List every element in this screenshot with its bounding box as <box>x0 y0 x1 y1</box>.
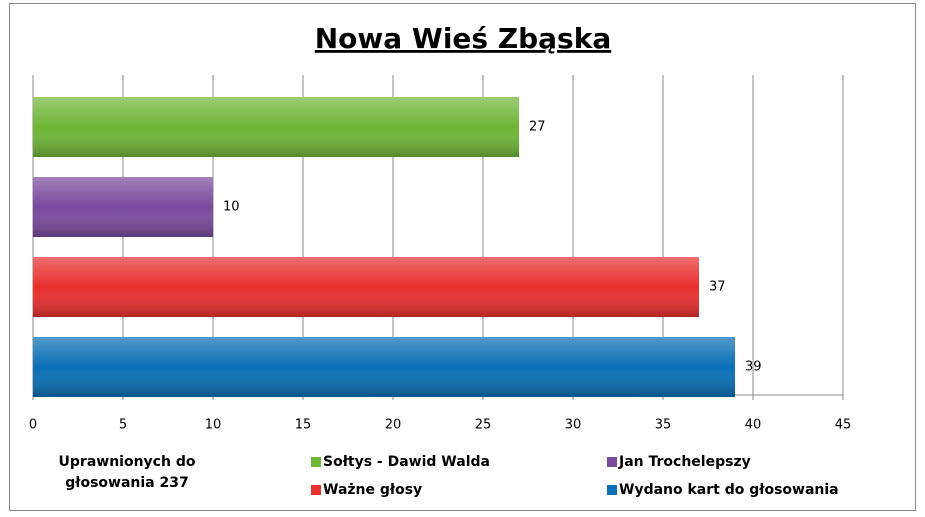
x-tick-label: 5 <box>119 418 127 433</box>
data-label: 27 <box>529 120 546 135</box>
x-tick-label: 30 <box>565 418 582 433</box>
legend-swatch <box>607 457 617 467</box>
legend-label: Ważne głosy <box>323 482 422 498</box>
data-label: 39 <box>745 360 762 375</box>
x-tick-label: 10 <box>205 418 222 433</box>
annotation: Uprawnionych do <box>59 454 196 470</box>
x-tick-label: 0 <box>29 418 37 433</box>
legend-swatch <box>311 457 321 467</box>
bar-shading <box>33 97 519 157</box>
x-tick-label: 40 <box>745 418 762 433</box>
bar-shading <box>33 257 699 317</box>
x-tick-label: 20 <box>385 418 402 433</box>
legend-swatch <box>607 485 617 495</box>
chart-title: Nowa Wieś Zbąska <box>315 22 612 55</box>
legend-label: Wydano kart do głosowania <box>619 482 839 498</box>
legend-label: Sołtys - Dawid Walda <box>323 454 490 470</box>
x-tick-label: 45 <box>835 418 852 433</box>
x-tick-label: 25 <box>475 418 492 433</box>
annotation: głosowania 237 <box>65 475 188 491</box>
data-label: 37 <box>709 280 726 295</box>
x-tick-label: 35 <box>655 418 672 433</box>
legend-swatch <box>311 485 321 495</box>
x-tick-label: 15 <box>295 418 312 433</box>
bar-shading <box>33 337 735 397</box>
legend-label: Jan Trochelepszy <box>618 454 751 470</box>
data-label: 10 <box>223 200 240 215</box>
bar-shading <box>33 177 213 237</box>
